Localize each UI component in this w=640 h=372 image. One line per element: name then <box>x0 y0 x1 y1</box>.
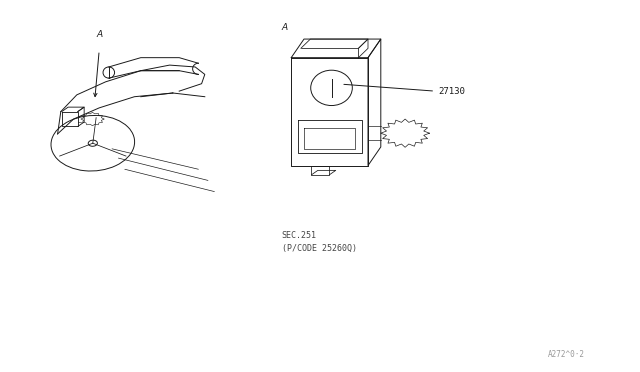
Text: SEC.251
(P/CODE 25260Q): SEC.251 (P/CODE 25260Q) <box>282 231 356 253</box>
Text: A272^0·2: A272^0·2 <box>548 350 585 359</box>
Text: A: A <box>282 23 288 32</box>
Text: A: A <box>96 30 102 39</box>
Text: 27130: 27130 <box>438 87 465 96</box>
